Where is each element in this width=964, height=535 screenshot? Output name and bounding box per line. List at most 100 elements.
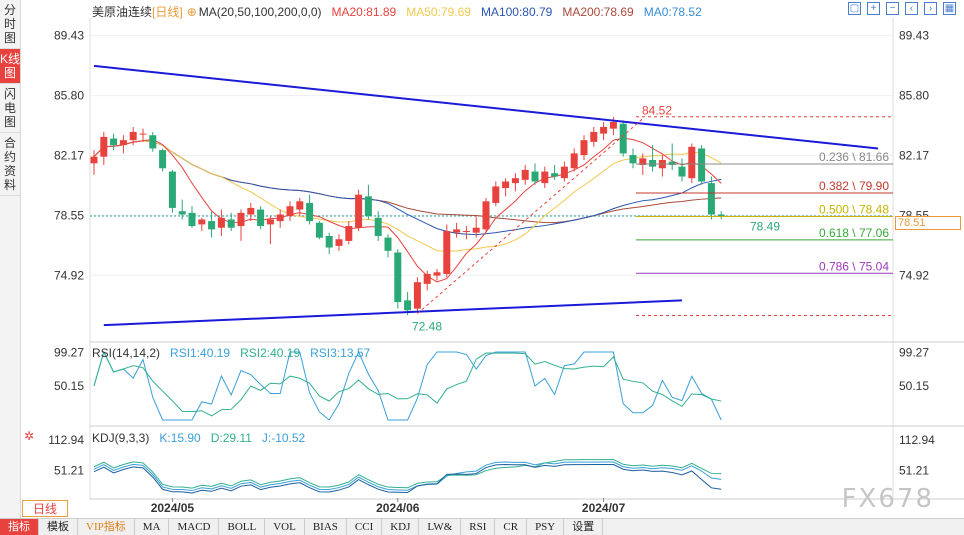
tab-vol[interactable]: VOL — [265, 519, 305, 535]
candle-body — [227, 219, 235, 228]
fib-level-label: 0.500 \ 78.48 — [819, 202, 889, 216]
candle-body — [492, 186, 500, 203]
ma100-value: MA100:80.79 — [480, 4, 553, 19]
price-axis-right-label: 82.17 — [899, 149, 929, 163]
fib-level-label: 0.618 \ 77.06 — [819, 226, 889, 240]
candle-body — [257, 209, 265, 227]
kdj-d-value: D:29.11 — [210, 431, 252, 445]
period-label: [日线] — [152, 5, 183, 19]
rsi-legend: RSI(14,14,2) RSI1:40.19 RSI2:40.19 RSI3:… — [92, 346, 370, 360]
tab-vip-indicator[interactable]: VIP指标 — [78, 519, 135, 535]
candle-body — [551, 173, 559, 177]
fib-diagonal — [417, 118, 644, 314]
kdj-gear-icon[interactable]: ✲ — [24, 429, 35, 443]
tab-contract-info[interactable]: 合约资料 — [0, 133, 20, 196]
tab-settings[interactable]: 设置 — [564, 519, 604, 535]
candle-body — [619, 123, 627, 154]
tab-cr[interactable]: CR — [495, 519, 528, 535]
candle-body — [119, 140, 127, 146]
tab-indicator[interactable]: 指标 — [0, 519, 39, 535]
candle-body — [649, 160, 657, 167]
tab-kdj[interactable]: KDJ — [382, 519, 420, 535]
kdj-axis-right-label: 51.21 — [899, 464, 929, 478]
tab-cci[interactable]: CCI — [347, 519, 383, 535]
price-axis-left-label: 89.43 — [54, 29, 84, 43]
candle-body — [668, 161, 676, 165]
kdj-d-line — [93, 459, 722, 489]
ma100-line — [93, 140, 722, 236]
indicator-tab-bar: 指标 模板 VIP指标 MA MACD BOLL VOL BIAS CCI KD… — [0, 518, 964, 535]
candle-body — [325, 235, 333, 248]
candle-body — [717, 214, 725, 217]
low-annotation: 72.48 — [412, 320, 442, 334]
ma200-line — [93, 140, 722, 224]
side-tab-bar: 分时图 K线图 闪电图 合约资料 — [0, 0, 21, 518]
price-axis-right-label: 85.80 — [899, 89, 929, 103]
date-axis-label: 2024/07 — [582, 501, 626, 515]
rsi2-line — [93, 350, 722, 417]
period-button[interactable]: 日线 — [22, 500, 68, 517]
rsi3-value: RSI3:13.57 — [310, 346, 371, 360]
candle-body — [629, 155, 637, 164]
plus-icon[interactable]: + — [867, 2, 880, 15]
candle-body — [149, 135, 157, 149]
right-icon[interactable]: › — [924, 2, 937, 15]
grid-icon[interactable]: ▦ — [943, 2, 956, 15]
candle-body — [570, 153, 578, 169]
tab-rsi[interactable]: RSI — [461, 519, 496, 535]
candle-body — [266, 219, 274, 225]
tab-flash[interactable]: 闪电图 — [0, 84, 20, 133]
candle-body — [580, 140, 588, 156]
candle-body — [139, 133, 147, 135]
ma50-value: MA50:79.69 — [406, 4, 471, 19]
price-axis-left-label: 74.92 — [54, 268, 84, 282]
kdj-title: KDJ(9,3,3) — [92, 431, 150, 445]
chart-toolbar: ▢ + − ‹ › ▦ — [848, 2, 956, 15]
trendline — [93, 64, 879, 150]
tab-bias[interactable]: BIAS — [305, 519, 347, 535]
ma20-value: MA20:81.89 — [331, 4, 397, 19]
price-axis-right-label: 74.92 — [899, 268, 929, 282]
price-axis-right-label: 89.43 — [899, 29, 929, 43]
candle-body — [560, 166, 568, 179]
left-icon[interactable]: ‹ — [905, 2, 918, 15]
settings-icon[interactable]: ⊕ — [186, 4, 197, 19]
rsi1-value: RSI1:40.19 — [170, 346, 231, 360]
candle-body — [178, 211, 186, 215]
candle-body — [443, 231, 451, 274]
kdj-axis-right-label: 112.94 — [899, 433, 935, 447]
candle-body — [639, 158, 647, 165]
minus-icon[interactable]: − — [886, 2, 899, 15]
tab-template[interactable]: 模板 — [39, 519, 78, 535]
candle-body — [159, 150, 167, 169]
ma200-value: MA200:78.69 — [562, 4, 634, 19]
tab-timeshare[interactable]: 分时图 — [0, 0, 20, 49]
tab-ma[interactable]: MA — [135, 519, 170, 535]
candle-body — [345, 226, 353, 241]
fib-level-label: 0.236 \ 81.66 — [819, 150, 889, 164]
kdj-k-line — [93, 461, 722, 492]
candle-body — [247, 207, 255, 215]
expand-icon[interactable]: ▢ — [848, 2, 861, 15]
instrument-title: 美原油连续 — [92, 5, 153, 19]
candle-body — [364, 196, 372, 217]
candle-body — [374, 217, 382, 236]
tab-macd[interactable]: MACD — [169, 519, 220, 535]
candle-body — [198, 219, 206, 225]
candle-body — [413, 282, 421, 309]
candle-body — [707, 183, 715, 215]
rsi1-line — [93, 350, 722, 421]
tab-lw[interactable]: LW& — [419, 519, 462, 535]
high-annotation: 84.52 — [642, 104, 672, 118]
tab-kline[interactable]: K线图 — [0, 49, 20, 84]
tab-boll[interactable]: BOLL — [219, 519, 266, 535]
candle-body — [423, 273, 431, 284]
ma-params: MA(20,50,100,200,0,0) — [198, 4, 322, 19]
tab-psy[interactable]: PSY — [527, 519, 565, 535]
candle-body — [521, 169, 529, 180]
candle-body — [678, 166, 686, 177]
rsi-axis-left-label: 50.15 — [54, 379, 84, 393]
ma0-value: MA0:78.52 — [643, 4, 702, 19]
